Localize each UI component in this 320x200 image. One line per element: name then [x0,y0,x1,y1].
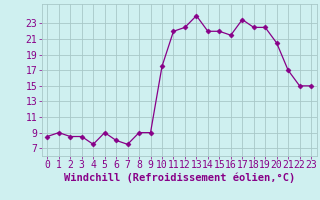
X-axis label: Windchill (Refroidissement éolien,°C): Windchill (Refroidissement éolien,°C) [64,173,295,183]
